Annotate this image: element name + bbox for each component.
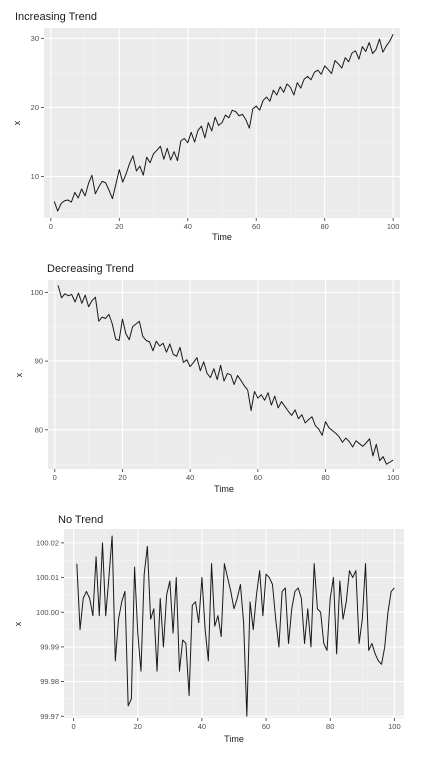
y-tick-label: 30 [31, 34, 39, 43]
y-axis-label: x [14, 372, 24, 377]
series-line [53, 33, 394, 212]
y-axis-label: x [12, 120, 22, 125]
y-tick-label: 99.98 [40, 677, 59, 686]
y-tick-label: 100.00 [36, 608, 59, 617]
x-tick-label: 40 [198, 722, 206, 731]
y-tick-label: 80 [35, 425, 43, 434]
x-tick-label: 60 [262, 722, 270, 731]
x-tick-label: 0 [49, 222, 53, 231]
series-line [57, 285, 394, 465]
x-tick-label: 40 [186, 473, 194, 482]
series-line [76, 535, 395, 717]
x-tick-label: 60 [252, 222, 260, 231]
x-tick-label: 20 [115, 222, 123, 231]
x-tick-label: 80 [321, 473, 329, 482]
x-tick-label: 60 [254, 473, 262, 482]
x-tick-label: 100 [387, 473, 400, 482]
y-tick-label: 100.02 [36, 538, 59, 547]
x-tick-label: 0 [53, 473, 57, 482]
x-tick-label: 100 [388, 722, 401, 731]
x-tick-label: 20 [134, 722, 142, 731]
x-tick-label: 100 [387, 222, 400, 231]
y-axis-label: x [13, 621, 23, 626]
x-axis-label: Time [212, 232, 232, 242]
x-tick-label: 80 [321, 222, 329, 231]
y-tick-label: 10 [31, 172, 39, 181]
chart-panel-2: 0 20 40 60 80 100 80 90 100 Decreasing Trend Time x [14, 263, 400, 494]
chart-panel-1: 0 20 40 60 80 100 10 20 30 Increasing Trend Time x [12, 11, 400, 242]
y-tick-label: 90 [35, 357, 43, 366]
y-tick-label: 100 [30, 288, 43, 297]
chart-title: No Trend [58, 514, 103, 526]
y-tick-label: 20 [31, 103, 39, 112]
y-tick-label: 99.99 [40, 643, 59, 652]
y-tick-label: 99.97 [40, 712, 59, 721]
x-tick-label: 80 [326, 722, 334, 731]
x-tick-label: 20 [118, 473, 126, 482]
y-tick-label: 100.01 [36, 573, 59, 582]
chart-title: Increasing Trend [15, 11, 97, 23]
chart-panel-3: 0 20 40 60 80 100 99.97 99.98 99.99 100.00 100.01 1… [13, 514, 404, 744]
x-tick-label: 0 [72, 722, 76, 731]
chart-title: Decreasing Trend [47, 263, 134, 275]
x-axis-label: Time [214, 484, 234, 494]
x-tick-label: 40 [184, 222, 192, 231]
x-axis-label: Time [224, 734, 244, 744]
